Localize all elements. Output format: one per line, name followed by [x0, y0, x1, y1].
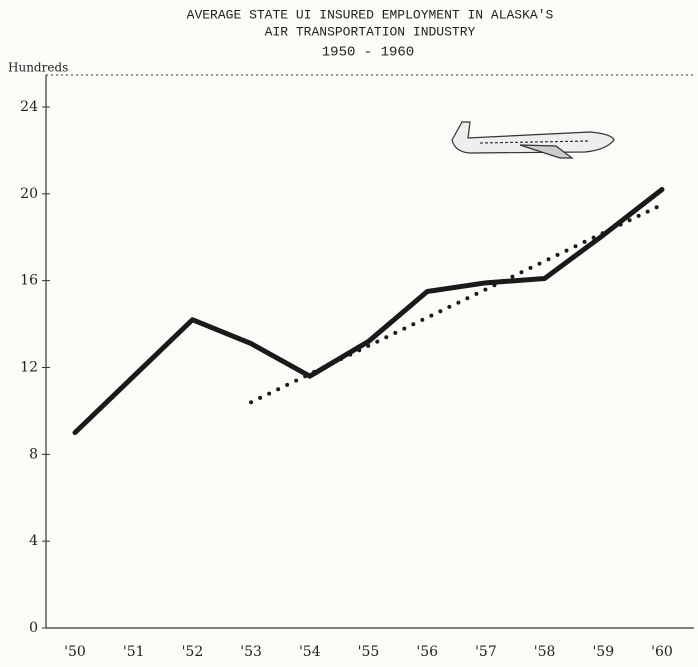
x-tick-label: '51: [123, 644, 145, 660]
x-tick-label: '56: [416, 644, 438, 660]
y-tick-label: 12: [20, 360, 38, 376]
chart: AVERAGE STATE UI INSURED EMPLOYMENT IN A…: [0, 0, 698, 667]
chart-subtitle: 1950 - 1960: [322, 45, 414, 61]
chart-title: AIR TRANSPORTATION INDUSTRY: [265, 24, 476, 39]
x-tick-label: '53: [240, 644, 262, 660]
x-tick-label: '58: [534, 644, 556, 660]
y-axis-label: Hundreds: [8, 61, 68, 75]
y-tick-label: 20: [20, 186, 38, 202]
y-tick-label: 24: [20, 99, 38, 115]
x-tick-label: '57: [475, 644, 497, 660]
plot-frame: [46, 75, 694, 628]
x-tick-label: '55: [358, 644, 380, 660]
x-tick-label: '50: [64, 644, 86, 660]
y-tick-label: 8: [29, 446, 38, 462]
y-tick-label: 0: [29, 620, 38, 636]
data-line: [75, 189, 662, 432]
x-tick-label: '52: [182, 644, 204, 660]
x-tick-label: '60: [651, 644, 673, 660]
y-tick-label: 16: [20, 273, 38, 289]
chart-title: AVERAGE STATE UI INSURED EMPLOYMENT IN A…: [187, 7, 554, 22]
x-tick-label: '54: [299, 644, 321, 660]
y-tick-label: 4: [29, 533, 38, 549]
airplane-icon: [452, 122, 614, 158]
x-tick-label: '59: [592, 644, 614, 660]
